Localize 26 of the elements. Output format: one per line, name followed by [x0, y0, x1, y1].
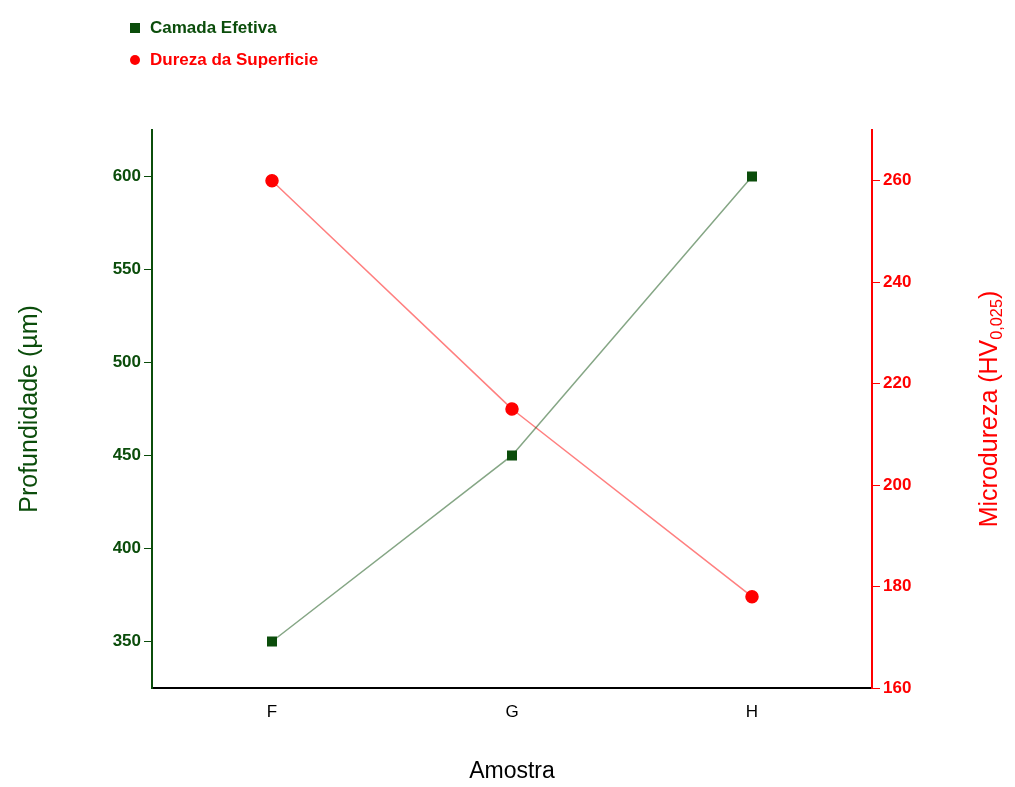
- y-tick-label: 600: [112, 166, 141, 186]
- y-tick-label: 450: [112, 445, 141, 465]
- point: [265, 173, 279, 188]
- y2-tick-label: 160: [883, 677, 912, 697]
- y-tick-label: 500: [112, 352, 141, 372]
- x-tick-label: F: [266, 701, 278, 721]
- point: [505, 402, 519, 416]
- y2-tick-label: 180: [883, 576, 912, 596]
- x-tick-label: H: [745, 701, 759, 721]
- y2-tick-label: 260: [883, 170, 912, 190]
- x-tick-label: G: [505, 701, 519, 721]
- legend-label: Dureza da Superficie: [150, 50, 319, 70]
- y2-tick-label: 220: [883, 373, 912, 393]
- legend-label: Camada Efetiva: [150, 18, 277, 38]
- y2-tick-label: 200: [883, 474, 912, 494]
- y-axis-title: Profundidade (µm): [13, 305, 42, 513]
- point: [267, 636, 277, 647]
- point: [745, 589, 759, 604]
- point: [747, 171, 757, 182]
- y-tick-label: 350: [112, 631, 141, 651]
- y2-tick-label: 240: [883, 271, 912, 291]
- y-tick-label: 400: [112, 538, 141, 558]
- x-axis-title: Amostra: [469, 757, 556, 784]
- y2-axis-title: Microdureza (HV0,025): [973, 290, 1005, 528]
- y-tick-label: 550: [112, 259, 141, 279]
- point: [507, 450, 517, 461]
